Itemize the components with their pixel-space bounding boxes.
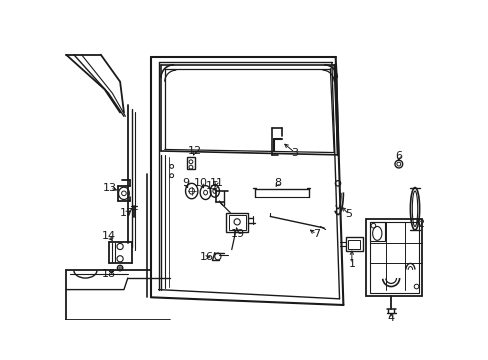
Text: 2: 2 [416,219,423,229]
Bar [345,237,362,251]
Text: 15: 15 [205,181,219,192]
Bar [347,239,360,249]
Text: 6: 6 [394,152,402,161]
Bar [228,215,245,230]
Bar [226,213,247,232]
Text: 13: 13 [103,183,117,193]
Text: 17: 17 [120,208,134,217]
Text: 11: 11 [209,178,223,188]
Text: 8: 8 [274,178,281,188]
Text: 9: 9 [182,178,189,188]
Text: 14: 14 [102,231,115,241]
Text: 7: 7 [312,229,319,239]
Text: 16: 16 [200,252,214,262]
Text: 5: 5 [345,209,351,219]
Bar [369,222,384,241]
Text: 10: 10 [194,178,207,188]
Bar [369,222,418,293]
Text: 18: 18 [102,269,115,279]
Bar [366,219,421,296]
Bar [187,157,194,170]
Text: 12: 12 [187,146,202,156]
Text: 3: 3 [291,148,298,158]
Text: 4: 4 [387,313,394,323]
Text: 19: 19 [230,229,244,239]
Text: 1: 1 [347,259,355,269]
